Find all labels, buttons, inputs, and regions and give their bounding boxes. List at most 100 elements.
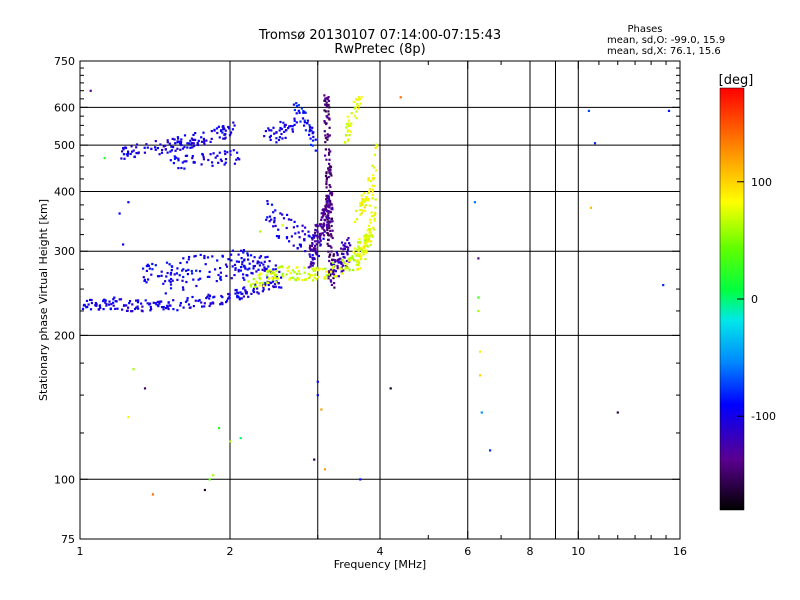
phases-x-stats: mean, sd,X: 76.1, 15.6 bbox=[607, 46, 721, 57]
echo-point bbox=[616, 411, 619, 414]
echo-point bbox=[304, 129, 307, 132]
echo-point bbox=[166, 271, 169, 275]
echo-point bbox=[200, 163, 203, 166]
echo-point bbox=[330, 207, 333, 211]
echo-point bbox=[190, 143, 193, 146]
echo-point bbox=[318, 237, 322, 240]
echo-point bbox=[85, 306, 88, 309]
echo-point bbox=[237, 260, 240, 263]
echo-point bbox=[330, 263, 333, 266]
echo-point bbox=[332, 261, 335, 264]
echo-point bbox=[292, 244, 295, 247]
echo-point bbox=[162, 145, 165, 148]
echo-point bbox=[259, 255, 262, 258]
echo-point bbox=[354, 220, 357, 223]
echo-point bbox=[234, 267, 237, 270]
echo-point bbox=[203, 254, 206, 258]
echo-point bbox=[151, 268, 154, 271]
echo-point bbox=[324, 267, 327, 270]
echo-point bbox=[172, 146, 175, 149]
echo-point bbox=[132, 368, 135, 371]
echo-point bbox=[352, 250, 355, 253]
echo-point bbox=[362, 200, 366, 203]
echo-point bbox=[281, 137, 284, 140]
echo-point bbox=[329, 245, 332, 248]
echo-point bbox=[368, 224, 371, 227]
echo-point bbox=[368, 230, 371, 233]
echo-point bbox=[326, 242, 329, 245]
echo-point bbox=[228, 297, 231, 300]
echo-point bbox=[281, 272, 284, 275]
echo-point bbox=[235, 288, 238, 292]
echo-point bbox=[325, 183, 328, 186]
echo-point bbox=[341, 258, 344, 262]
echo-point bbox=[298, 111, 301, 114]
echo-point bbox=[264, 283, 267, 286]
echo-point bbox=[328, 126, 331, 129]
echo-point bbox=[170, 149, 173, 152]
echo-point bbox=[174, 142, 177, 145]
echo-point bbox=[319, 232, 322, 235]
echo-point bbox=[328, 189, 331, 192]
echo-point bbox=[317, 254, 320, 258]
echo-point bbox=[334, 270, 337, 273]
echo-point bbox=[242, 276, 245, 279]
echo-point bbox=[295, 102, 298, 105]
echo-point bbox=[273, 285, 276, 289]
echo-point bbox=[325, 158, 328, 161]
echo-point bbox=[242, 287, 245, 290]
echo-point bbox=[291, 269, 294, 272]
echo-point bbox=[166, 306, 169, 309]
colorbar-ticks: 100 0 -100 bbox=[737, 176, 776, 423]
echo-point bbox=[370, 240, 373, 243]
echo-point bbox=[290, 235, 293, 238]
echo-point bbox=[145, 143, 148, 146]
echo-point bbox=[99, 306, 102, 309]
echo-point bbox=[373, 217, 376, 220]
echo-point bbox=[257, 292, 260, 295]
echo-point bbox=[229, 440, 232, 443]
echo-point bbox=[269, 138, 272, 141]
echo-point bbox=[348, 269, 351, 272]
echo-point bbox=[310, 274, 313, 277]
echo-point bbox=[307, 230, 310, 233]
echo-point bbox=[327, 99, 331, 102]
echo-point bbox=[346, 263, 349, 266]
echo-point bbox=[179, 142, 182, 145]
echo-point bbox=[325, 270, 328, 273]
echo-point bbox=[258, 282, 261, 285]
echo-point bbox=[350, 122, 353, 125]
echo-point bbox=[270, 218, 273, 221]
echo-point bbox=[308, 275, 311, 278]
echo-point bbox=[174, 149, 177, 152]
echo-point bbox=[327, 224, 330, 227]
echo-point bbox=[144, 299, 147, 302]
echo-point bbox=[168, 263, 171, 266]
echo-point bbox=[325, 200, 328, 203]
echo-point bbox=[312, 269, 315, 272]
echo-point bbox=[326, 98, 329, 101]
echo-point bbox=[361, 250, 364, 253]
echo-point bbox=[103, 298, 106, 301]
echo-point bbox=[360, 258, 363, 261]
echo-point bbox=[225, 299, 229, 302]
echo-point bbox=[154, 264, 157, 267]
echo-point bbox=[667, 109, 671, 112]
echo-point bbox=[363, 241, 366, 244]
echo-point bbox=[227, 258, 230, 261]
echo-point bbox=[365, 236, 368, 239]
echo-point bbox=[328, 271, 331, 274]
echo-point bbox=[128, 302, 131, 305]
echo-point bbox=[315, 266, 318, 269]
echo-point bbox=[202, 155, 205, 158]
echo-point bbox=[325, 223, 328, 226]
echo-point bbox=[328, 226, 331, 230]
echo-point bbox=[167, 301, 170, 304]
echo-point bbox=[336, 254, 339, 257]
echo-point bbox=[372, 177, 376, 180]
echo-point bbox=[256, 262, 259, 265]
echo-point bbox=[232, 149, 235, 152]
y-tick-label: 100 bbox=[54, 473, 75, 486]
echo-point bbox=[328, 158, 331, 161]
echo-point bbox=[346, 253, 349, 256]
